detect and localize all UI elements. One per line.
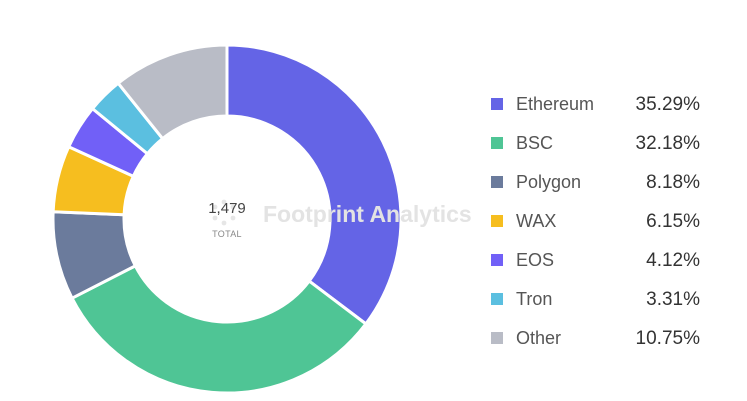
legend-value: 3.31%: [646, 289, 700, 310]
legend-swatch: [491, 215, 503, 227]
legend-value: 8.18%: [646, 172, 700, 193]
legend-label: EOS: [516, 250, 554, 270]
center-total-value: 1,479: [208, 200, 246, 217]
legend-label: Ethereum: [516, 94, 594, 114]
legend-item-polygon[interactable]: Polygon 8.18%: [491, 172, 700, 193]
donut-slices: [51, 43, 403, 395]
legend-item-bsc[interactable]: BSC 32.18%: [491, 133, 700, 154]
watermark: Footprint Analytics: [212, 199, 472, 227]
legend-value: 10.75%: [636, 328, 701, 349]
legend: Ethereum 35.29% BSC 32.18% Polygon 8.18% WAX 6.…: [491, 94, 700, 349]
legend-item-wax[interactable]: WAX 6.15%: [491, 211, 700, 232]
slice-bsc[interactable]: [70, 264, 368, 395]
legend-item-other[interactable]: Other 10.75%: [491, 328, 700, 349]
legend-item-eos[interactable]: EOS 4.12%: [491, 250, 700, 271]
legend-value: 35.29%: [636, 94, 701, 115]
watermark-text: Footprint Analytics: [263, 201, 472, 227]
legend-value: 32.18%: [636, 133, 701, 154]
watermark-logo-icon: [212, 199, 236, 226]
legend-item-ethereum[interactable]: Ethereum 35.29%: [491, 94, 700, 115]
legend-value: 4.12%: [646, 250, 700, 271]
legend-swatch: [491, 293, 503, 305]
legend-swatch: [491, 98, 503, 110]
legend-label: Polygon: [516, 172, 581, 192]
legend-swatch: [491, 254, 503, 266]
legend-label: WAX: [516, 211, 556, 231]
legend-swatch: [491, 176, 503, 188]
legend-label: BSC: [516, 133, 553, 153]
center-total-label: TOTAL: [212, 229, 242, 239]
slice-other[interactable]: [116, 43, 229, 141]
legend-value: 6.15%: [646, 211, 700, 232]
legend-item-tron[interactable]: Tron 3.31%: [491, 289, 700, 310]
slice-ethereum[interactable]: [225, 43, 403, 326]
legend-swatch: [491, 332, 503, 344]
legend-label: Other: [516, 328, 561, 348]
legend-swatch: [491, 137, 503, 149]
legend-label: Tron: [516, 289, 552, 309]
